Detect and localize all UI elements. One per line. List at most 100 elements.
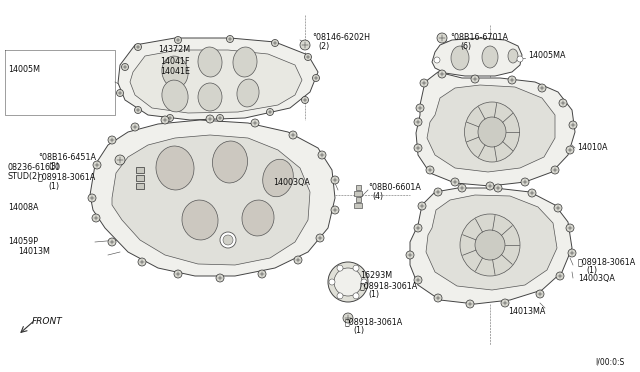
Circle shape — [434, 57, 440, 63]
Text: (2): (2) — [318, 42, 329, 51]
Text: STUD(2): STUD(2) — [8, 173, 41, 182]
Polygon shape — [427, 85, 555, 172]
Circle shape — [316, 234, 324, 242]
Circle shape — [508, 76, 516, 84]
Text: 08236-61610: 08236-61610 — [8, 164, 61, 173]
Ellipse shape — [465, 102, 520, 162]
Circle shape — [216, 115, 223, 122]
Circle shape — [300, 40, 310, 50]
Circle shape — [294, 256, 302, 264]
Circle shape — [501, 299, 509, 307]
Ellipse shape — [156, 146, 194, 190]
Bar — [136, 167, 144, 173]
Circle shape — [88, 194, 96, 202]
Circle shape — [138, 258, 146, 266]
Text: (4): (4) — [372, 192, 383, 202]
Text: (1): (1) — [368, 291, 379, 299]
Circle shape — [426, 166, 434, 174]
Circle shape — [471, 75, 479, 83]
Text: 14013MA: 14013MA — [508, 308, 545, 317]
Circle shape — [438, 70, 446, 78]
Bar — [136, 175, 144, 181]
Text: °08146-6202H: °08146-6202H — [312, 33, 370, 42]
Ellipse shape — [237, 79, 259, 107]
Text: 14003QA: 14003QA — [273, 179, 310, 187]
Circle shape — [206, 115, 214, 123]
Circle shape — [305, 54, 312, 61]
Ellipse shape — [460, 214, 520, 276]
Circle shape — [115, 155, 125, 165]
Circle shape — [329, 279, 335, 285]
Ellipse shape — [198, 47, 222, 77]
Ellipse shape — [182, 200, 218, 240]
Bar — [354, 191, 362, 196]
Polygon shape — [410, 188, 572, 304]
Circle shape — [434, 188, 442, 196]
Bar — [356, 197, 361, 202]
Ellipse shape — [242, 200, 274, 236]
Ellipse shape — [508, 49, 518, 63]
Circle shape — [258, 270, 266, 278]
Circle shape — [559, 99, 567, 107]
Circle shape — [116, 90, 124, 96]
Circle shape — [227, 35, 234, 42]
Circle shape — [122, 64, 129, 71]
Bar — [354, 203, 362, 208]
Circle shape — [134, 106, 141, 113]
Text: (1): (1) — [48, 182, 59, 190]
Circle shape — [458, 184, 466, 192]
Circle shape — [566, 224, 574, 232]
Text: (1): (1) — [586, 266, 597, 276]
Circle shape — [331, 176, 339, 184]
Text: (1): (1) — [353, 327, 364, 336]
Text: 14003QA: 14003QA — [578, 273, 615, 282]
Ellipse shape — [482, 46, 498, 68]
Circle shape — [353, 265, 359, 271]
Circle shape — [289, 131, 297, 139]
Text: (3): (3) — [48, 163, 59, 171]
Text: ⓝ08918-3061A: ⓝ08918-3061A — [38, 173, 96, 182]
Ellipse shape — [475, 230, 505, 260]
Circle shape — [466, 300, 474, 308]
Text: 14041E: 14041E — [160, 67, 190, 77]
Circle shape — [266, 109, 273, 115]
Circle shape — [312, 74, 319, 81]
Circle shape — [331, 206, 339, 214]
Circle shape — [414, 118, 422, 126]
Circle shape — [343, 313, 353, 323]
Text: ⓝ08918-3061A: ⓝ08918-3061A — [360, 282, 419, 291]
Text: 14005M: 14005M — [8, 65, 40, 74]
Circle shape — [536, 290, 544, 298]
Circle shape — [566, 146, 574, 154]
Polygon shape — [426, 195, 557, 290]
Circle shape — [108, 136, 116, 144]
Text: °08B0-6601A: °08B0-6601A — [368, 183, 421, 192]
Text: °08B16-6451A: °08B16-6451A — [38, 154, 96, 163]
Polygon shape — [90, 120, 335, 276]
Circle shape — [108, 238, 116, 246]
Circle shape — [551, 166, 559, 174]
Polygon shape — [118, 38, 318, 120]
Circle shape — [406, 251, 414, 259]
Circle shape — [486, 182, 494, 190]
Text: 14008A: 14008A — [8, 202, 38, 212]
Circle shape — [174, 270, 182, 278]
Circle shape — [418, 202, 426, 210]
Circle shape — [337, 265, 343, 271]
Circle shape — [223, 235, 233, 245]
Circle shape — [318, 151, 326, 159]
Circle shape — [414, 144, 422, 152]
Bar — [356, 185, 361, 190]
Ellipse shape — [162, 80, 188, 112]
Circle shape — [414, 224, 422, 232]
Polygon shape — [416, 72, 575, 186]
Ellipse shape — [451, 46, 469, 70]
Circle shape — [337, 293, 343, 299]
Polygon shape — [130, 50, 302, 113]
Circle shape — [517, 56, 523, 62]
Circle shape — [569, 121, 577, 129]
Text: 14005MA: 14005MA — [528, 51, 566, 61]
Ellipse shape — [212, 141, 248, 183]
Circle shape — [361, 279, 367, 285]
Circle shape — [92, 214, 100, 222]
